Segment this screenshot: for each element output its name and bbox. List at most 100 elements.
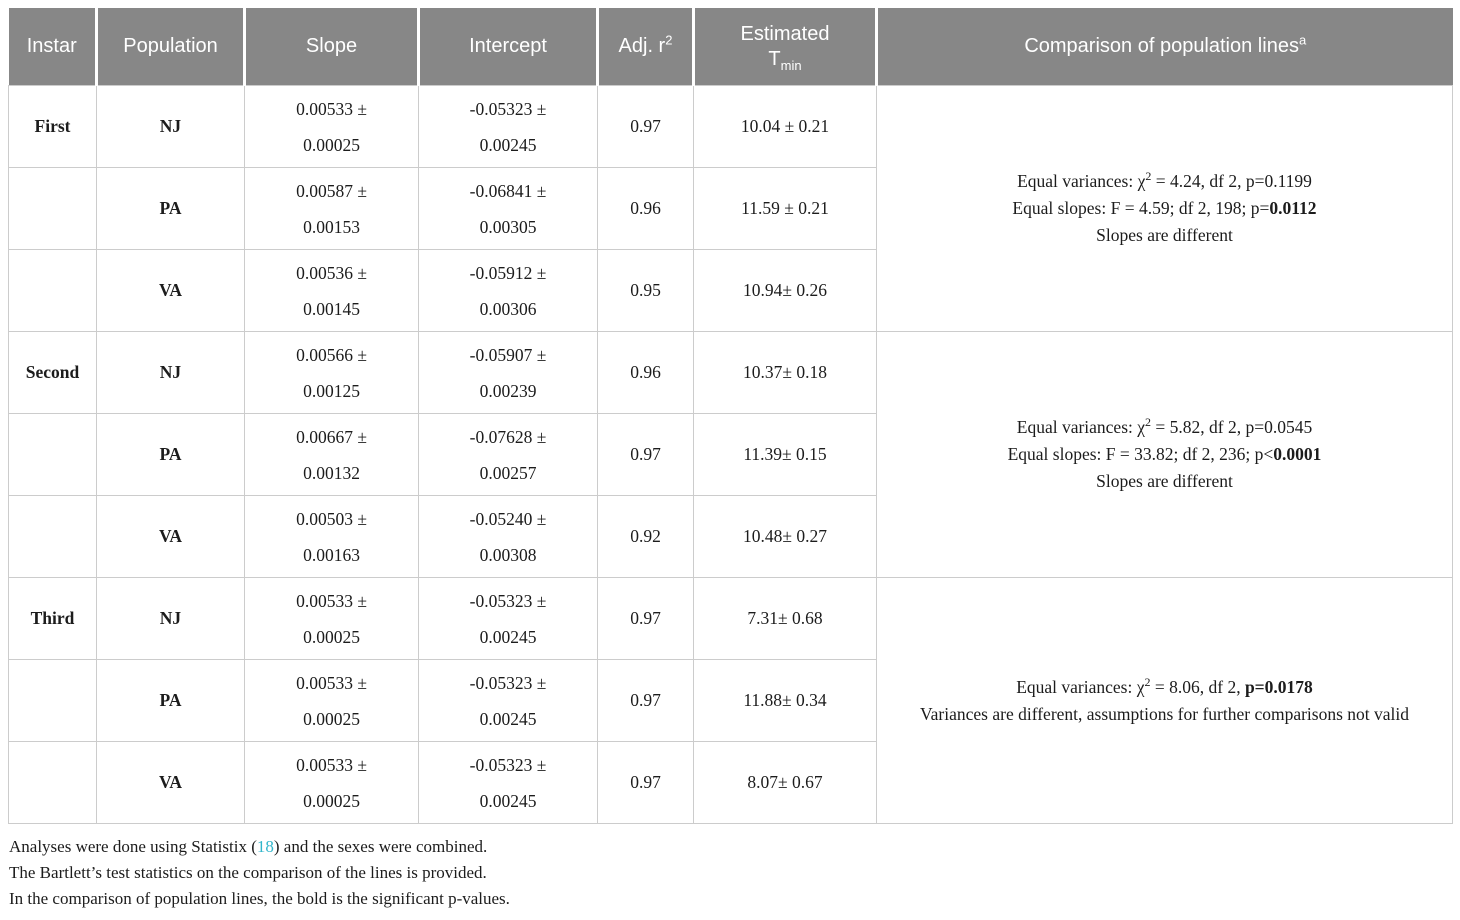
header-label: Adj. r bbox=[618, 35, 666, 57]
cell-intercept: -0.06841 ± 0.00305 bbox=[418, 167, 598, 250]
superscript: 2 bbox=[1145, 169, 1152, 184]
comparison-cell: Equal variances: χ2 = 4.24, df 2, p=0.11… bbox=[876, 85, 1453, 332]
table-row: PA 0.00533 ± 0.00025 -0.05323 ± 0.00245 0.… bbox=[8, 659, 1453, 742]
column-header-comparison: Comparison of population linesa bbox=[875, 8, 1453, 86]
value-line: 0.00533 ± bbox=[296, 754, 367, 775]
chi-symbol: χ bbox=[1136, 676, 1145, 697]
value-line: 0.00245 bbox=[479, 134, 537, 155]
comparison-line-variances: Equal variances: χ2 = 8.06, df 2, p=0.01… bbox=[1016, 674, 1313, 697]
cell-instar bbox=[8, 413, 97, 496]
column-header-adj-r2: Adj. r2 bbox=[596, 8, 694, 86]
cell-slope: 0.00533 ± 0.00025 bbox=[244, 577, 419, 660]
cell-population: VA bbox=[96, 741, 245, 824]
table-row: VA 0.00533 ± 0.00025 -0.05323 ± 0.00245 0.… bbox=[8, 741, 1453, 824]
table-row: VA 0.00503 ± 0.00163 -0.05240 ± 0.00308 0.… bbox=[8, 495, 1453, 578]
table-header-row: Instar Population Slope Intercept Adj. r… bbox=[8, 8, 1453, 86]
comparison-line-variances: Equal variances: χ2 = 5.82, df 2, p=0.05… bbox=[1016, 415, 1313, 437]
value-line: -0.05323 ± bbox=[469, 672, 547, 693]
value-line: 0.00245 bbox=[479, 790, 537, 811]
comparison-line-slopes: Equal slopes: F = 33.82; df 2, 236; p<0.… bbox=[1007, 444, 1322, 464]
value-line: 0.00536 ± bbox=[296, 262, 367, 283]
cell-instar bbox=[8, 659, 97, 742]
cell-intercept: -0.05323 ± 0.00245 bbox=[418, 577, 598, 660]
comparison-cell: Equal variances: χ2 = 8.06, df 2, p=0.01… bbox=[876, 577, 1453, 824]
subscript: min bbox=[780, 57, 802, 73]
cell-instar bbox=[8, 741, 97, 824]
value-line: -0.05912 ± bbox=[469, 262, 547, 283]
cell-adj-r2: 0.97 bbox=[597, 85, 694, 168]
cell-adj-r2: 0.96 bbox=[597, 331, 694, 414]
superscript: 2 bbox=[1145, 415, 1152, 430]
header-label: Tmin bbox=[701, 47, 869, 72]
cell-instar bbox=[8, 167, 97, 250]
cell-slope: 0.00533 ± 0.00025 bbox=[244, 659, 419, 742]
cell-slope: 0.00533 ± 0.00025 bbox=[244, 85, 419, 168]
cell-intercept: -0.05240 ± 0.00308 bbox=[418, 495, 598, 578]
superscript: 2 bbox=[1144, 674, 1151, 689]
value-line: 0.00533 ± bbox=[296, 98, 367, 119]
comparison-line-conclusion: Slopes are different bbox=[1096, 471, 1233, 491]
cell-population: NJ bbox=[96, 85, 245, 168]
table-row: PA 0.00587 ± 0.00153 -0.06841 ± 0.00305 0.… bbox=[8, 167, 1453, 250]
value-line: 0.00533 ± bbox=[296, 672, 367, 693]
column-header-slope: Slope bbox=[243, 8, 419, 86]
value-line: -0.07628 ± bbox=[469, 426, 547, 447]
header-label: Intercept bbox=[469, 35, 547, 57]
chi-symbol: χ bbox=[1137, 417, 1146, 437]
cell-instar: Third bbox=[8, 577, 97, 660]
significant-p-value: p=0.0178 bbox=[1244, 676, 1313, 697]
cell-population: PA bbox=[96, 659, 245, 742]
value-line: 0.00132 bbox=[303, 462, 360, 483]
value-line: 0.00503 ± bbox=[296, 508, 367, 529]
column-header-population: Population bbox=[95, 8, 245, 86]
cell-tmin: 10.04 ± 0.21 bbox=[693, 85, 877, 168]
value-line: 0.00306 bbox=[479, 298, 537, 319]
cell-intercept: -0.07628 ± 0.00257 bbox=[418, 413, 598, 496]
cell-adj-r2: 0.97 bbox=[597, 741, 694, 824]
cell-population: VA bbox=[96, 249, 245, 332]
value-line: 0.00025 bbox=[303, 626, 360, 647]
significant-p-value: 0.0001 bbox=[1273, 444, 1322, 464]
cell-adj-r2: 0.97 bbox=[597, 413, 694, 496]
comparison-line-slopes: Equal slopes: F = 4.59; df 2, 198; p=0.0… bbox=[1012, 198, 1317, 218]
value-line: 0.00025 bbox=[303, 134, 360, 155]
cell-slope: 0.00503 ± 0.00163 bbox=[244, 495, 419, 578]
cell-instar bbox=[8, 495, 97, 578]
table-row: PA 0.00667 ± 0.00132 -0.07628 ± 0.00257 0.… bbox=[8, 413, 1453, 496]
column-header-estimated-tmin: Estimated Tmin bbox=[692, 8, 877, 86]
significant-p-value: 0.0112 bbox=[1269, 198, 1317, 218]
comparison-cell: Equal variances: χ2 = 5.82, df 2, p=0.05… bbox=[876, 331, 1453, 578]
header-label: Instar bbox=[26, 35, 77, 57]
cell-adj-r2: 0.96 bbox=[597, 167, 694, 250]
value-line: 0.00125 bbox=[303, 380, 360, 401]
reference-link-18[interactable]: 18 bbox=[256, 837, 274, 856]
cell-intercept: -0.05907 ± 0.00239 bbox=[418, 331, 598, 414]
value-line: 0.00257 bbox=[479, 462, 537, 483]
value-line: -0.05323 ± bbox=[469, 98, 547, 119]
cell-instar bbox=[8, 249, 97, 332]
comparison-line-conclusion: Slopes are different bbox=[1096, 225, 1233, 245]
value-line: 0.00587 ± bbox=[296, 180, 367, 201]
cell-population: NJ bbox=[96, 577, 245, 660]
value-line: 0.00025 bbox=[303, 790, 360, 811]
value-line: 0.00566 ± bbox=[296, 344, 367, 365]
value-line: 0.00533 ± bbox=[296, 590, 367, 611]
footnote-bartlett: The Bartlett’s test statistics on the co… bbox=[9, 863, 487, 882]
cell-slope: 0.00536 ± 0.00145 bbox=[244, 249, 419, 332]
cell-slope: 0.00533 ± 0.00025 bbox=[244, 741, 419, 824]
cell-tmin: 11.59 ± 0.21 bbox=[693, 167, 877, 250]
value-line: 0.00163 bbox=[303, 544, 360, 565]
column-header-instar: Instar bbox=[8, 8, 97, 86]
value-line: -0.05907 ± bbox=[469, 344, 547, 365]
cell-population: PA bbox=[96, 167, 245, 250]
cell-tmin: 7.31± 0.68 bbox=[693, 577, 877, 660]
comparison-line-conclusion: Variances are different, assumptions for… bbox=[919, 703, 1410, 724]
value-line: -0.05240 ± bbox=[469, 508, 547, 529]
cell-tmin: 8.07± 0.67 bbox=[693, 741, 877, 824]
table-row: First NJ 0.00533 ± 0.00025 -0.05323 ± 0.00… bbox=[8, 85, 1453, 332]
comparison-line-variances: Equal variances: χ2 = 4.24, df 2, p=0.11… bbox=[1017, 169, 1312, 191]
cell-instar: First bbox=[8, 85, 97, 168]
value-line: -0.06841 ± bbox=[469, 180, 547, 201]
header-label: Comparison of population lines bbox=[1024, 35, 1299, 57]
header-label: Estimated bbox=[740, 22, 830, 45]
